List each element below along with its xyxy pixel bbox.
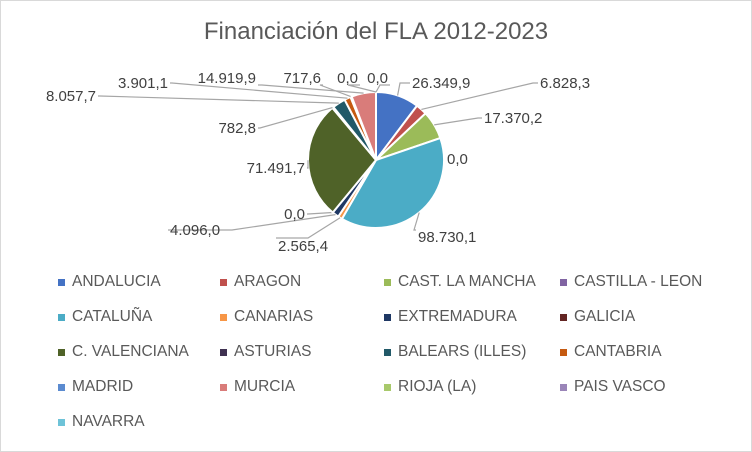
data-label: 3.901,1 (118, 75, 168, 92)
data-label: 4.096,0 (170, 222, 220, 239)
legend-label: ARAGON (234, 273, 302, 290)
data-label: 0,0 (284, 206, 305, 223)
data-label: 0,0 (337, 70, 358, 87)
leader-line (307, 160, 309, 169)
legend-label: CATALUÑA (72, 308, 153, 325)
data-label: 71.491,7 (247, 160, 305, 177)
leader-line (347, 84, 377, 93)
legend-item: CANARIAS (220, 307, 313, 327)
legend-item: MADRID (58, 377, 133, 397)
data-label: 98.730,1 (418, 229, 476, 246)
legend-label: MADRID (72, 378, 134, 395)
pie-slice-catalu-a (340, 136, 445, 229)
legend-label: RIOJA (LA) (398, 378, 477, 395)
leader-line (168, 214, 336, 231)
chart-title: Financiación del FLA 2012-2023 (203, 18, 549, 45)
legend-item: C. VALENCIANA (58, 342, 189, 362)
legend-label: ASTURIAS (234, 343, 312, 360)
leader-line (170, 82, 348, 99)
leader-line (307, 211, 333, 215)
legend-swatch (384, 313, 391, 321)
legend-swatch (220, 348, 227, 356)
legend-swatch (220, 313, 227, 321)
legend-item: NAVARRA (58, 412, 145, 432)
legend-label: CAST. LA MANCHA (398, 273, 536, 290)
data-label: 6.828,3 (540, 75, 590, 92)
legend-swatch (384, 348, 391, 356)
data-label: 14.919,9 (198, 70, 256, 87)
legend-swatch (560, 348, 567, 356)
legend-item: BALEARS (ILLES) (384, 342, 526, 362)
legend-label: CASTILLA - LEON (574, 273, 703, 290)
legend-label: BALEARS (ILLES) (398, 343, 527, 360)
data-label: 0,0 (447, 151, 468, 168)
legend-label: CANTABRIA (574, 343, 662, 360)
legend-label: C. VALENCIANA (72, 343, 189, 360)
legend-item: MURCIA (220, 377, 295, 397)
legend-item: PAIS VASCO (560, 377, 666, 397)
leader-line (258, 106, 334, 129)
legend-label: MURCIA (234, 378, 296, 395)
legend-item: ASTURIAS (220, 342, 312, 362)
legend-label: EXTREMADURA (398, 308, 517, 325)
legend-swatch (384, 383, 391, 391)
legend-swatch (58, 313, 65, 321)
legend-label: NAVARRA (72, 413, 145, 430)
data-label: 8.057,7 (46, 88, 96, 105)
legend-item: GALICIA (560, 307, 635, 327)
leader-line (397, 82, 410, 96)
legend-swatch (58, 278, 65, 286)
leader-line (421, 82, 538, 110)
legend-item: RIOJA (LA) (384, 377, 476, 397)
legend-item: EXTREMADURA (384, 307, 517, 327)
legend-item: ARAGON (220, 272, 301, 292)
data-label: 2.565,4 (278, 238, 328, 255)
data-label: 17.370,2 (484, 110, 542, 127)
data-label: 782,8 (218, 120, 256, 137)
data-label: 717,6 (283, 70, 321, 87)
pie-slice-c-valenciana (306, 106, 378, 214)
legend-label: PAIS VASCO (574, 378, 666, 395)
leader-line (258, 84, 364, 94)
legend-swatch (58, 348, 65, 356)
legend-swatch (220, 278, 227, 286)
leader-line (98, 95, 339, 104)
leader-line (319, 84, 352, 98)
legend-item: ANDALUCIA (58, 272, 161, 292)
legend-item: CANTABRIA (560, 342, 662, 362)
data-label: 26.349,9 (412, 75, 470, 92)
leader-line (375, 84, 390, 93)
legend-item: CAST. LA MANCHA (384, 272, 536, 292)
leader-line (276, 217, 341, 239)
legend-swatch (58, 383, 65, 391)
leader-line (434, 117, 482, 126)
legend-swatch (220, 383, 227, 391)
legend-swatch (560, 313, 567, 321)
legend-item: CASTILLA - LEON (560, 272, 702, 292)
legend-item: CATALUÑA (58, 307, 152, 327)
legend-swatch (560, 383, 567, 391)
legend-label: CANARIAS (234, 308, 314, 325)
legend-swatch (58, 418, 65, 426)
legend-label: ANDALUCIA (72, 273, 161, 290)
legend-swatch (560, 278, 567, 286)
leader-line (413, 212, 420, 231)
legend-swatch (384, 278, 391, 286)
legend-label: GALICIA (574, 308, 636, 325)
data-label: 0,0 (367, 70, 388, 87)
